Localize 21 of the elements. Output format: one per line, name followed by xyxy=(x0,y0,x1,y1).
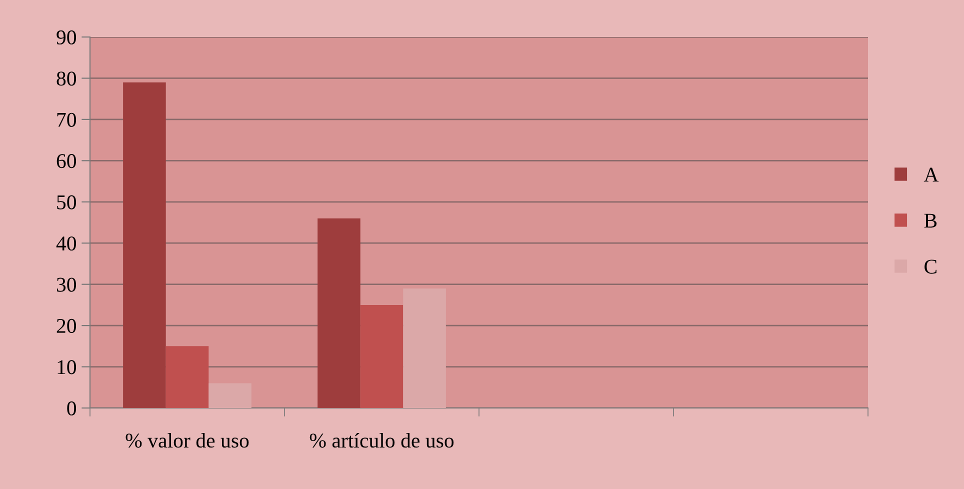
y-tick-label: 90 xyxy=(56,30,76,44)
y-tick-label: 80 xyxy=(56,72,76,86)
y-tick-label: 50 xyxy=(57,195,76,210)
y-tick-label: 30 xyxy=(56,278,76,292)
bar xyxy=(123,82,166,408)
legend-label: B xyxy=(924,214,937,228)
y-tick-label: 70 xyxy=(57,112,76,127)
bar xyxy=(403,288,446,408)
legend-label: C xyxy=(924,260,936,274)
bar xyxy=(208,383,252,408)
y-tick-label: 20 xyxy=(56,318,76,333)
bar xyxy=(360,304,404,408)
x-tick-label: % artículo de uso xyxy=(310,432,454,448)
bar xyxy=(166,346,209,408)
legend-label: A xyxy=(924,168,939,182)
x-tick-label: % valor de uso xyxy=(126,433,249,448)
bar xyxy=(318,218,360,408)
y-tick-label: 10 xyxy=(58,360,76,374)
y-tick-label: 0 xyxy=(67,401,76,416)
y-tick-label: 60 xyxy=(56,154,76,168)
y-tick-label: 40 xyxy=(56,236,76,251)
